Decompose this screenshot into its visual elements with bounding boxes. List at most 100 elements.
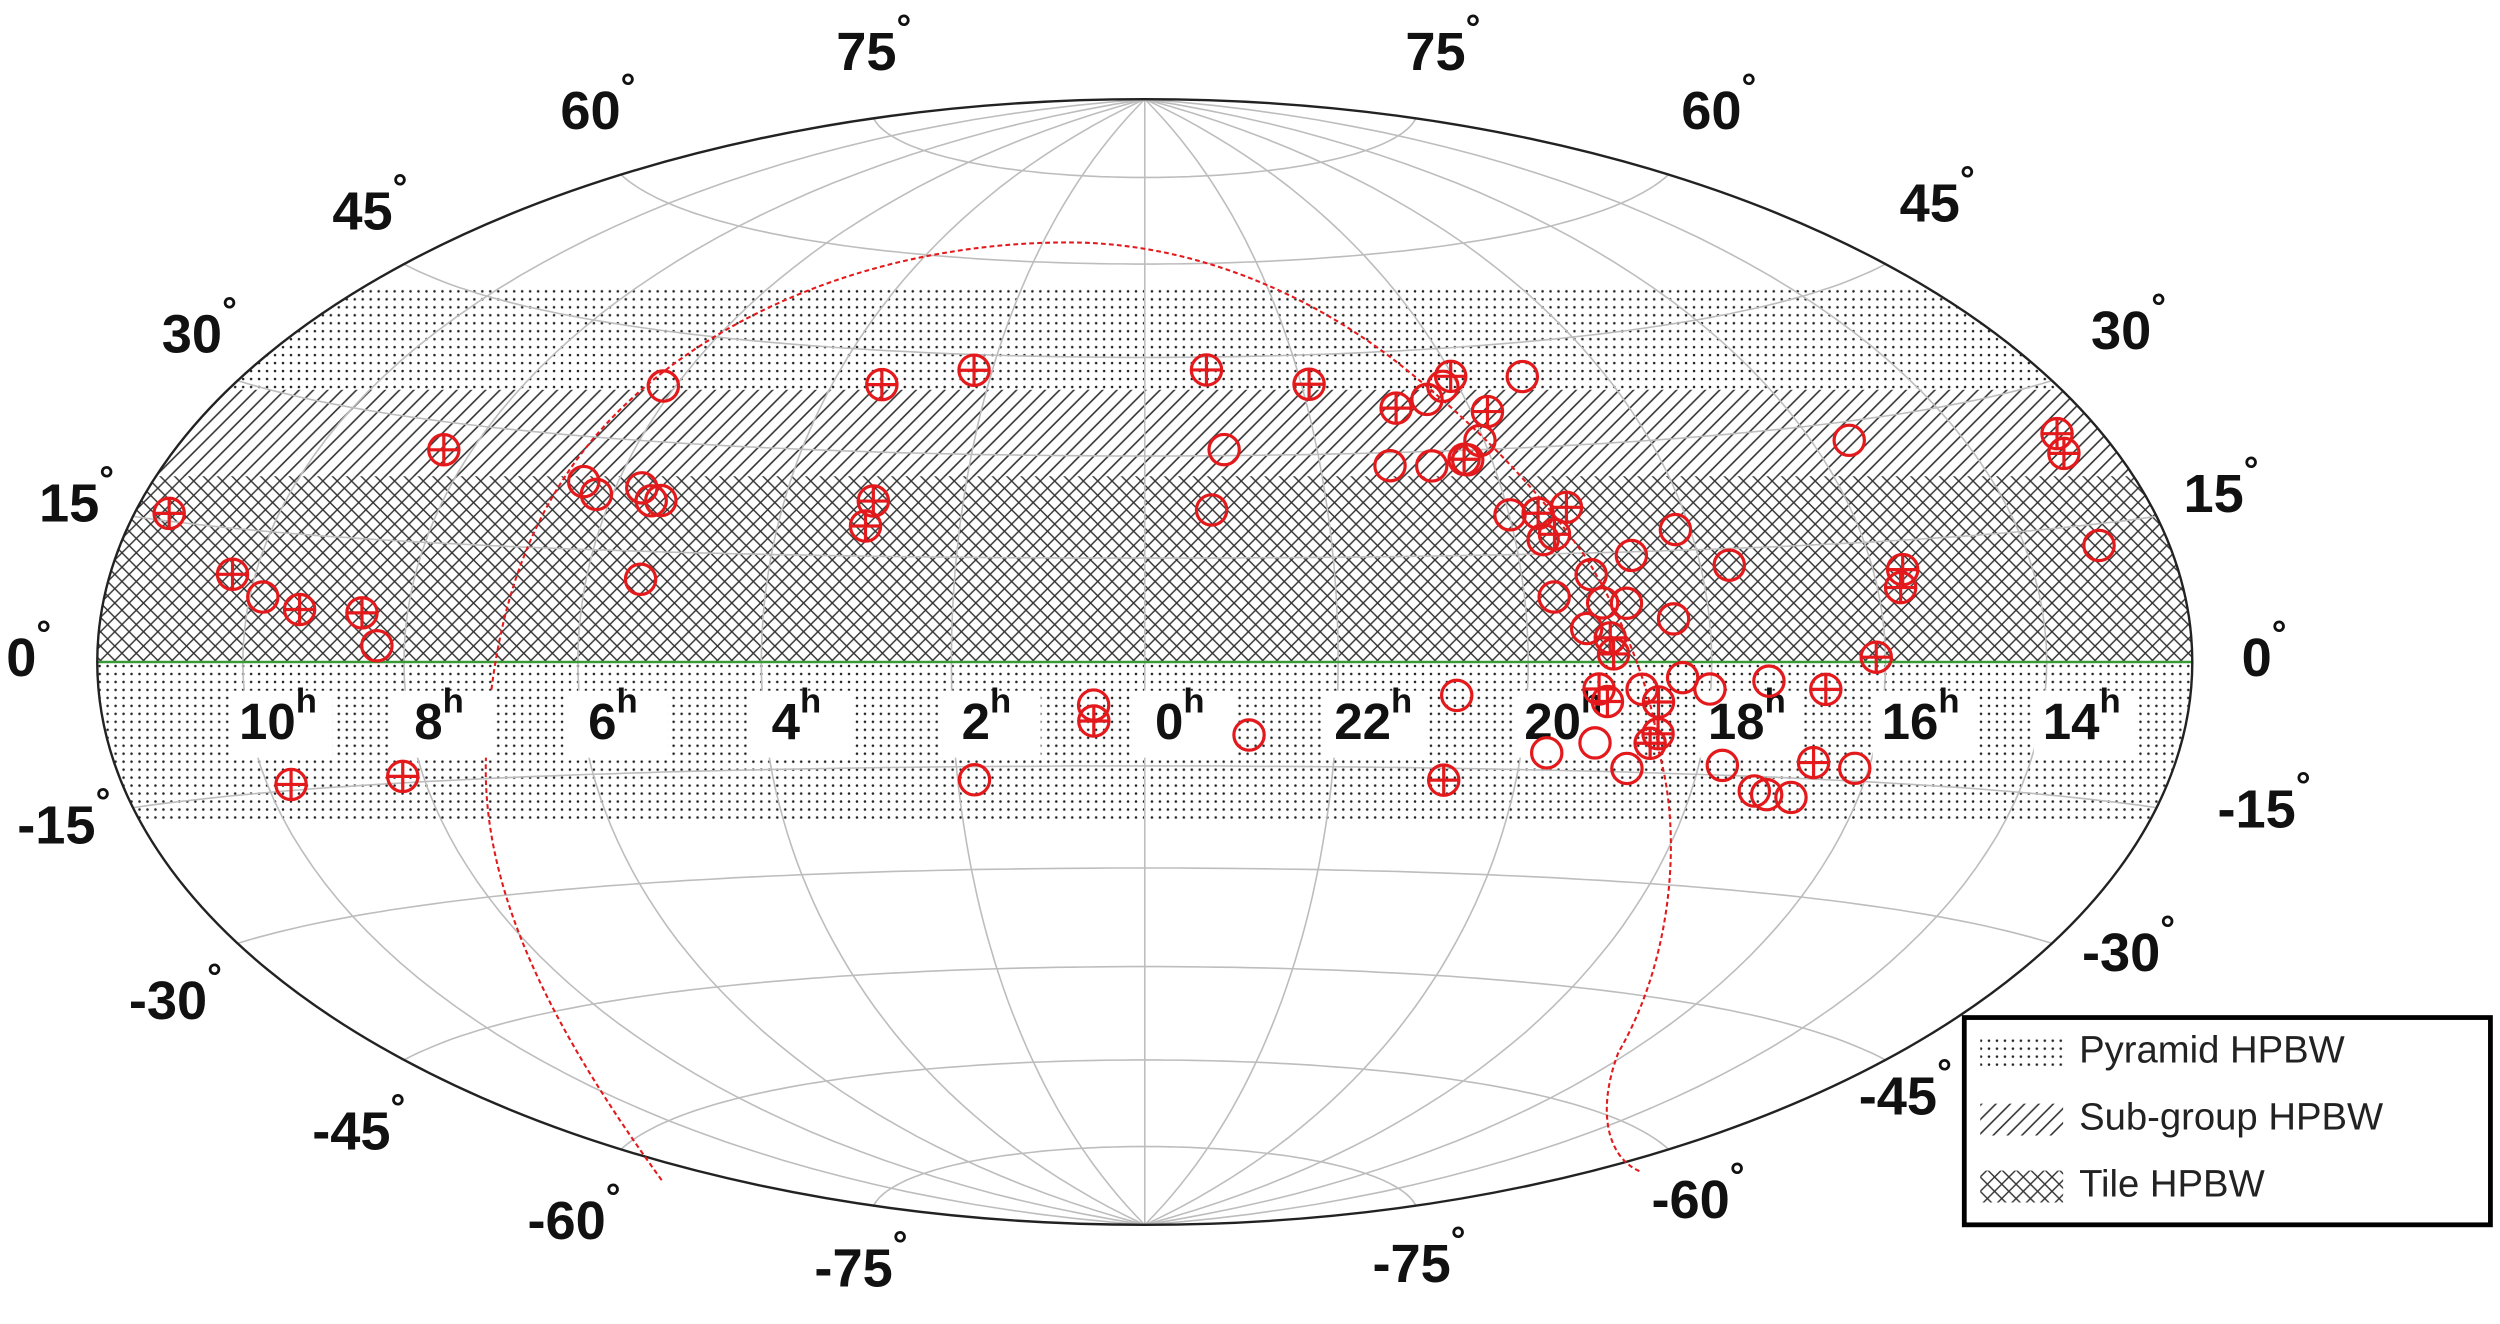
x-tick-label-box [938,690,1041,758]
y-tick-label: 75° [1405,7,1480,82]
x-tick-label: 0h [1155,683,1205,751]
source-marker [1415,449,1449,483]
source-marker [1614,538,1649,573]
source-marker-plus [1859,640,1893,674]
source-marker [1712,548,1747,582]
x-tick-label-box [565,690,668,758]
x-tick-label-box [1132,690,1235,758]
source-marker-plus [1426,763,1461,797]
source-marker [566,464,601,499]
source-marker [1774,780,1808,815]
source-marker [1749,777,1784,812]
source-marker-plus [957,353,991,387]
source-marker-plus [1470,394,1505,429]
points [152,353,2116,815]
source-marker-plus [1292,367,1326,401]
x-tick-label-box [230,690,333,758]
map-boundary [96,97,2194,1227]
source-marker-plus [865,367,899,402]
source-marker-plus [282,592,317,627]
marker-cross [217,559,248,590]
marker-cross [1539,519,1570,550]
source-marker-plus [345,596,379,630]
legend-swatch [1980,1036,2064,1069]
marker-cross [1592,686,1623,717]
source-marker [1610,751,1644,786]
y-tick-label: -45° [312,1087,405,1162]
source-marker-plus [1883,570,1918,605]
marker-cross [2048,438,2080,469]
marker-cross [1428,764,1459,796]
marker-cross [1293,369,1325,400]
source-marker [957,763,992,797]
source-marker-plus [1633,726,1667,761]
y-tick-label: -30° [2082,908,2175,983]
marker-cross [1634,728,1666,759]
source-marker [1537,580,1571,614]
source-marker-plus [2047,436,2081,471]
source-marker [1569,611,1604,646]
source-marker [1076,688,1111,722]
y-tick-label: 45° [332,167,407,242]
source-marker-plus [152,496,186,531]
marker-cross [428,434,459,465]
marker-cross [1885,572,1916,603]
marker-cross [858,485,889,517]
source-marker-plus [2040,416,2074,451]
source-marker-plus [427,433,461,467]
source-marker [1529,736,1564,770]
source-marker [1693,672,1727,706]
source-marker-plus [856,484,891,518]
x-tick-label: 22h [1334,683,1412,751]
y-tick-label: 45° [1900,159,1975,234]
x-tick-label: 6h [588,683,638,751]
source-marker [2082,528,2116,563]
marker-cross [1522,498,1554,529]
source-marker [1232,718,1266,752]
y-tick-label: -75° [814,1224,907,1299]
x-tick-label-box [2033,690,2136,758]
source-marker [1832,423,1866,458]
y-tick-label: 15° [39,459,114,534]
marker-cross [1810,674,1841,705]
source-marker [1752,664,1786,698]
source-marker [360,629,394,663]
y-tick-label: -15° [2217,765,2310,840]
source-marker [1656,602,1691,636]
marker-cross [1798,747,1829,778]
y-tick-label: 0° [6,613,51,688]
source-marker-plus [848,509,883,543]
marker-cross [387,761,418,792]
y-tick-label: -75° [1372,1219,1465,1294]
marker-cross [275,769,307,800]
y-tick-label: -60° [1651,1155,1744,1230]
legend-swatch [1980,1170,2064,1203]
source-marker [623,562,658,597]
source-marker-plus [1433,359,1468,394]
marker-cross [284,594,315,625]
marker-cross [958,355,990,386]
source-marker [246,580,280,614]
legend-label: Sub-group HPBW [2079,1096,2383,1139]
legend: Pyramid HPBW Sub-group HPBW Tile HPBW [1961,1015,2493,1228]
source-marker-plus [1809,672,1843,707]
marker-cross [2041,418,2073,449]
source-marker [1658,512,1693,547]
marker-cross [1861,642,1892,673]
y-tick-label: 60° [560,66,635,141]
source-marker [644,483,678,518]
source-marker-plus [1885,552,1920,587]
marker-cross [1887,554,1918,585]
marker-cross [346,597,378,629]
legend-swatch [1980,1103,2064,1136]
x-tick-label: 8h [414,683,464,751]
x-tick-label-box [1325,690,1428,758]
y-tick-label: -15° [17,781,110,856]
x-tick-label-box [748,690,851,758]
source-marker-plus [1590,684,1625,719]
y-tick-label: -30° [129,956,222,1031]
marker-cross [1435,361,1466,392]
source-marker-plus [1379,391,1413,425]
